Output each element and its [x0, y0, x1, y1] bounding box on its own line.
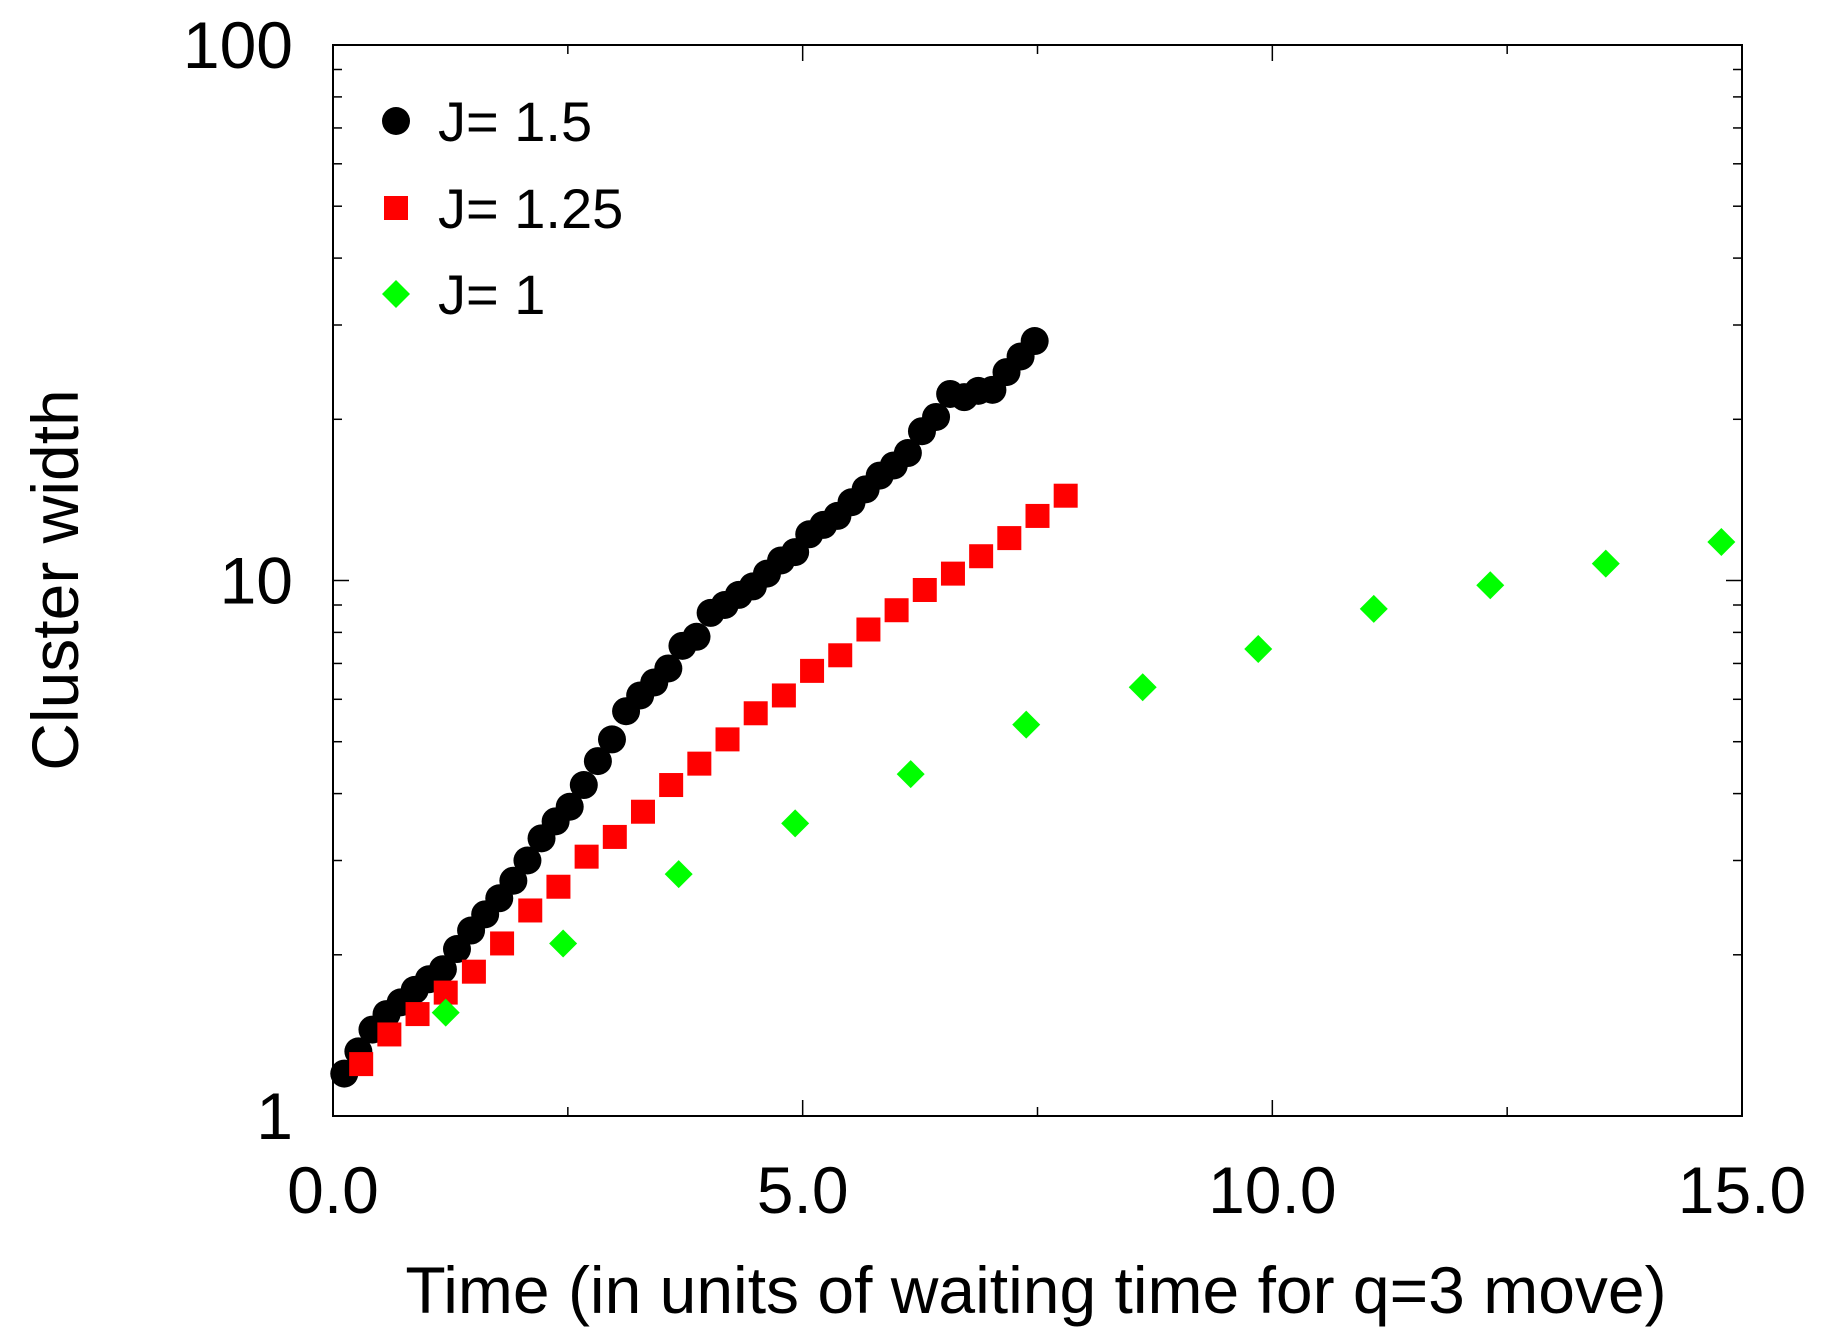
x-axis-ticks [332, 45, 1743, 1116]
diamond-point [664, 860, 693, 889]
y-tick-label: 100 [183, 8, 293, 82]
square-point [800, 658, 825, 683]
square-point [743, 701, 768, 726]
series-circle [330, 327, 1049, 1088]
square-point [659, 773, 684, 798]
square-point [377, 1022, 402, 1047]
legend-label: J= 1.25 [438, 177, 623, 240]
legend: J= 1.5 J= 1.25 J= 1 [382, 90, 623, 326]
diamond-point [1707, 528, 1736, 557]
square-point [912, 577, 937, 602]
square-point [490, 931, 515, 956]
diamond-point [431, 998, 460, 1027]
diamond-point [781, 809, 810, 838]
diamond-point [1591, 549, 1620, 578]
circle-point [1020, 327, 1049, 356]
diamond-point [1359, 594, 1388, 623]
square-point [405, 1002, 430, 1027]
circle-point [597, 725, 626, 754]
circle-point [893, 439, 922, 468]
square-point [574, 844, 599, 869]
square-point [602, 824, 627, 849]
legend-label: J= 1 [438, 263, 545, 326]
square-point [1053, 483, 1078, 508]
diamond-point [1012, 710, 1041, 739]
square-point [687, 751, 712, 776]
legend-marker-square [384, 196, 408, 220]
x-axis-title: Time (in units of waiting time for q=3 m… [405, 1253, 1666, 1327]
y-axis-tick-labels: 1 10 100 [183, 8, 293, 1153]
diamond-point [1128, 673, 1157, 702]
circle-point [499, 866, 528, 895]
y-axis-ticks [333, 44, 1742, 1117]
diamond-point [549, 929, 578, 958]
x-tick-label: 15.0 [1678, 1153, 1806, 1227]
y-tick-label: 1 [256, 1079, 293, 1153]
square-point [771, 683, 796, 708]
circle-point [555, 792, 584, 821]
square-point [997, 526, 1022, 551]
square-point [546, 874, 571, 899]
square-point [461, 959, 486, 984]
circle-point [513, 846, 542, 875]
series-diamond [431, 528, 1736, 1027]
square-point [884, 598, 909, 623]
square-point [518, 898, 543, 923]
legend-label: J= 1.5 [438, 90, 592, 153]
circle-point [569, 771, 598, 800]
legend-marker-diamond [382, 280, 410, 308]
square-point [969, 544, 994, 569]
x-tick-label: 5.0 [757, 1153, 849, 1227]
circle-point [583, 747, 612, 776]
series-square [349, 483, 1078, 1077]
y-axis-title: Cluster width [18, 389, 92, 770]
x-tick-label: 10.0 [1208, 1153, 1336, 1227]
x-tick-label: 0.0 [287, 1153, 379, 1227]
square-point [828, 643, 853, 668]
diamond-point [1476, 571, 1505, 600]
square-point [630, 799, 655, 824]
circle-point [922, 402, 951, 431]
diamond-point [896, 760, 925, 789]
diamond-point [1244, 634, 1273, 663]
y-tick-label: 10 [220, 544, 293, 618]
square-point [856, 617, 881, 642]
square-point [715, 727, 740, 752]
x-axis-tick-labels: 0.0 5.0 10.0 15.0 [287, 1153, 1806, 1227]
square-point [940, 561, 965, 586]
circle-point [682, 622, 711, 651]
legend-marker-circle [382, 107, 410, 135]
data-marks [330, 327, 1736, 1088]
square-point [349, 1052, 374, 1077]
circle-point [654, 654, 683, 683]
circle-point [428, 955, 457, 984]
square-point [1025, 503, 1050, 528]
